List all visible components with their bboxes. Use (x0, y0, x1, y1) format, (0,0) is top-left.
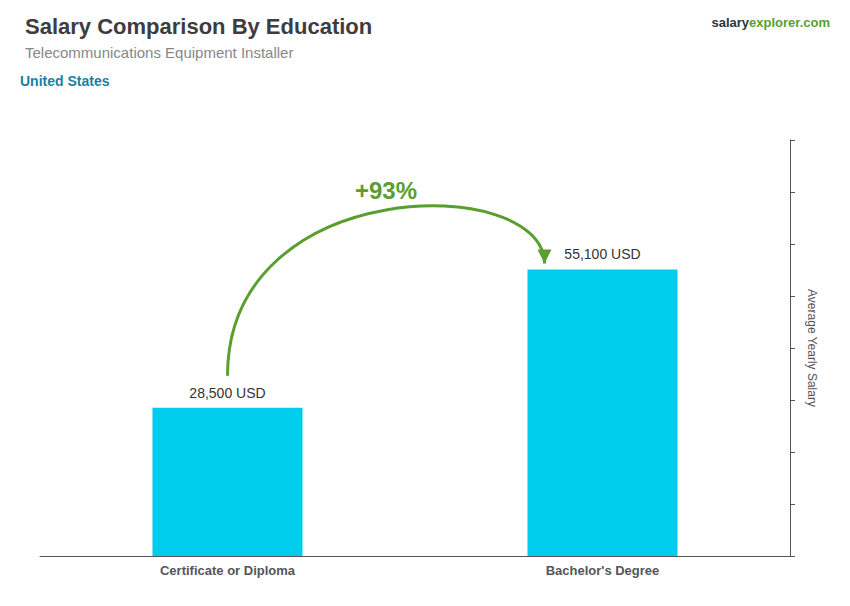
svg-text:+93%: +93% (355, 177, 417, 204)
svg-text:United States: United States (20, 73, 110, 89)
svg-text:55,100 USD: 55,100 USD (564, 246, 640, 262)
svg-text:Salary Comparison By Education: Salary Comparison By Education (25, 14, 372, 39)
svg-text:Bachelor's Degree: Bachelor's Degree (546, 563, 660, 578)
svg-text:Average Yearly Salary: Average Yearly Salary (805, 289, 819, 407)
svg-text:explorer.com: explorer.com (749, 15, 830, 30)
svg-text:salary: salary (711, 15, 749, 30)
svg-text:Certificate or Diploma: Certificate or Diploma (160, 563, 296, 578)
svg-text:28,500 USD: 28,500 USD (189, 385, 265, 401)
svg-text:Telecommunications Equipment I: Telecommunications Equipment Installer (25, 44, 293, 61)
